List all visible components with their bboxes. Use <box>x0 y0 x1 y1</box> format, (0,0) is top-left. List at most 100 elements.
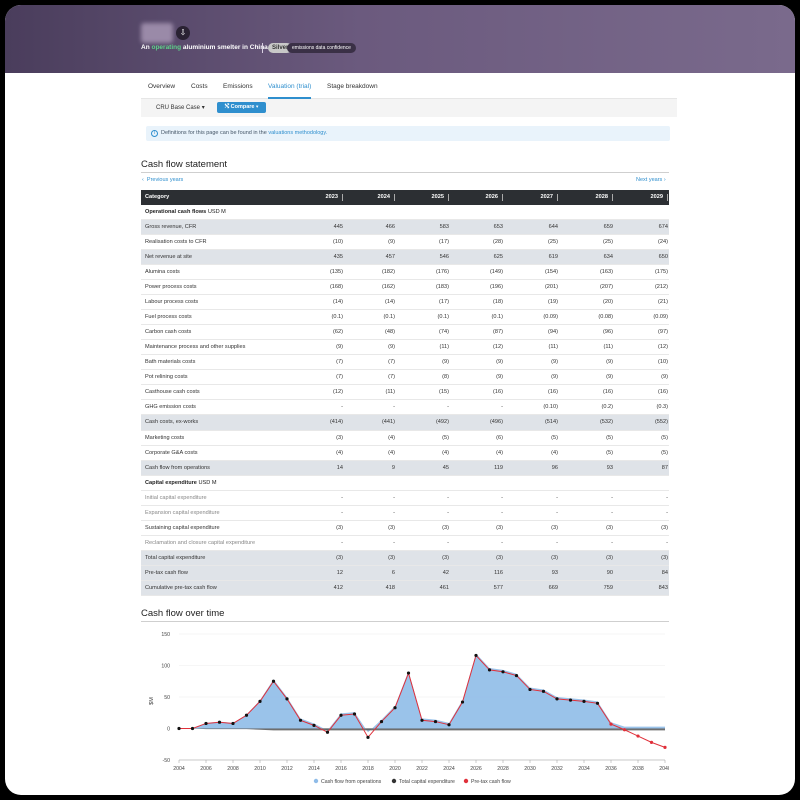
next-years-link[interactable]: Next years › <box>636 177 666 183</box>
table-cell: 650 <box>658 254 668 261</box>
row-label: Alumina costs <box>145 265 180 280</box>
table-cell: - <box>341 539 343 546</box>
table-cell: (9) <box>388 344 395 351</box>
table-cell: (492) <box>435 419 449 426</box>
legend-label: Total capital expenditure <box>399 779 455 785</box>
cloud-download-icon[interactable]: ⇩ <box>176 26 190 40</box>
table-cell: 84 <box>661 569 668 576</box>
table-cell: (7) <box>336 359 343 366</box>
table-row: Casthouse cash costs (12) (11) (15) (16) (16)… <box>141 385 669 401</box>
table-cell: (532) <box>599 419 613 426</box>
table-cell: 659 <box>603 224 613 231</box>
row-label: Carbon cash costs <box>145 325 191 340</box>
table-cell: 418 <box>385 584 395 591</box>
table-cell: (3) <box>442 554 449 561</box>
row-label: Expansion capital expenditure <box>145 506 220 521</box>
table-cell: (74) <box>439 329 449 336</box>
table-cell: 14 <box>336 464 343 471</box>
table-cell: (154) <box>544 269 558 276</box>
tab-valuation[interactable]: Valuation (trial) <box>268 75 312 99</box>
legend-label: Cash flow from operations <box>321 779 382 785</box>
table-cell: - <box>501 404 503 411</box>
pre-tax-point <box>217 720 222 724</box>
table-cell: 457 <box>385 254 395 261</box>
table-cell: (414) <box>329 419 343 426</box>
table-cell: 619 <box>548 254 558 261</box>
capex-area <box>179 728 665 731</box>
table-row: Carbon cash costs (62) (48) (74) (87) (94) (96… <box>141 325 669 341</box>
pre-tax-point <box>379 719 384 724</box>
row-label: Labour process costs <box>145 295 198 310</box>
methodology-link[interactable]: valuations methodology. <box>268 130 328 136</box>
table-cell: (11) <box>385 389 395 396</box>
table-cell: (3) <box>606 554 613 561</box>
table-row: Marketing costs (3) (4) (5) (6) (5) (5) (5) <box>141 431 669 446</box>
pre-tax-point <box>420 718 424 722</box>
legend-marker <box>313 778 319 784</box>
table-cell: - <box>393 404 395 411</box>
table-cell: (9) <box>606 359 613 366</box>
compare-button[interactable]: ⤭ Compare ▾ <box>217 102 266 113</box>
table-cell: - <box>556 494 558 501</box>
table-cell: 653 <box>493 224 503 231</box>
pre-tax-point <box>474 653 478 658</box>
table-cell: (11) <box>548 344 558 351</box>
table-row: Total capital expenditure (3) (3) (3) (3) (3)… <box>141 550 669 566</box>
table-cell: (9) <box>336 344 343 351</box>
table-cell: (514) <box>544 419 558 426</box>
tab-overview[interactable]: Overview <box>148 83 176 90</box>
scenario-select[interactable]: CRU Base Case ▾ <box>156 103 205 113</box>
header-year: 2028 <box>561 190 613 205</box>
table-cell: (3) <box>336 524 343 531</box>
table-cell: 6 <box>391 569 395 576</box>
header-divider <box>262 43 263 53</box>
table-cell: (4) <box>551 449 558 456</box>
row-label-text: Casthouse cash costs <box>145 389 200 396</box>
table-cell: (9) <box>551 374 558 381</box>
pre-tax-point <box>177 726 181 731</box>
legend-marker <box>391 778 397 784</box>
table-cell: (5) <box>442 434 449 441</box>
table-cell: (48) <box>385 329 395 336</box>
table-cell: (196) <box>489 284 503 291</box>
table-cell: 9 <box>391 464 395 471</box>
table-row: Gross revenue, CFR 445 466 583 653 644 659 674 <box>141 220 669 236</box>
row-label: Reclamation and closure capital expendit… <box>145 536 255 551</box>
table-cell: (7) <box>388 359 395 366</box>
row-label: Pre-tax cash flow <box>145 566 188 581</box>
table-cell: (0.10) <box>543 404 558 411</box>
table-cell: 466 <box>385 224 395 231</box>
tab-costs[interactable]: Costs <box>191 83 208 90</box>
table-cell: (3) <box>336 434 343 441</box>
table-cell: (9) <box>388 239 395 246</box>
pre-tax-point <box>271 679 276 683</box>
pre-tax-point <box>298 718 303 722</box>
tab-stage-breakdown[interactable]: Stage breakdown <box>327 83 378 90</box>
y-tick-label: 150 <box>161 632 170 638</box>
table-cell: (16) <box>603 389 613 396</box>
table-row: Power process costs (168) (162) (183) (196) (… <box>141 280 669 296</box>
tab-emissions[interactable]: Emissions <box>223 83 253 90</box>
info-text: Definitions for this page can be found i… <box>161 130 267 136</box>
row-label-text: Alumina costs <box>145 269 180 276</box>
table-cell: 12 <box>336 569 343 576</box>
pre-tax-point <box>312 723 316 727</box>
pre-tax-point <box>204 721 208 726</box>
table-cell: (14) <box>333 299 343 306</box>
table-cell: (24) <box>658 239 668 246</box>
table-cell: (0.09) <box>543 314 558 321</box>
row-label-text: Carbon cash costs <box>145 329 192 336</box>
previous-years-link[interactable]: ‹ Previous years <box>142 177 183 183</box>
header-year: 2024 <box>343 190 395 205</box>
table-cell: (4) <box>336 449 343 456</box>
table-cell: 461 <box>439 584 449 591</box>
pre-tax-point <box>285 697 289 701</box>
pre-tax-point <box>582 699 586 704</box>
x-tick-label: 2034 <box>578 766 590 772</box>
table-row: Alumina costs (135) (182) (176) (149) (154) (1… <box>141 265 669 281</box>
table-cell: (5) <box>661 434 668 441</box>
x-tick-label: 2012 <box>281 766 293 772</box>
table-cell: (175) <box>654 269 668 276</box>
table-row: Pot relining costs (7) (7) (8) (9) (9) (9) (9) <box>141 370 669 386</box>
chevron-right-icon: › <box>663 177 666 183</box>
